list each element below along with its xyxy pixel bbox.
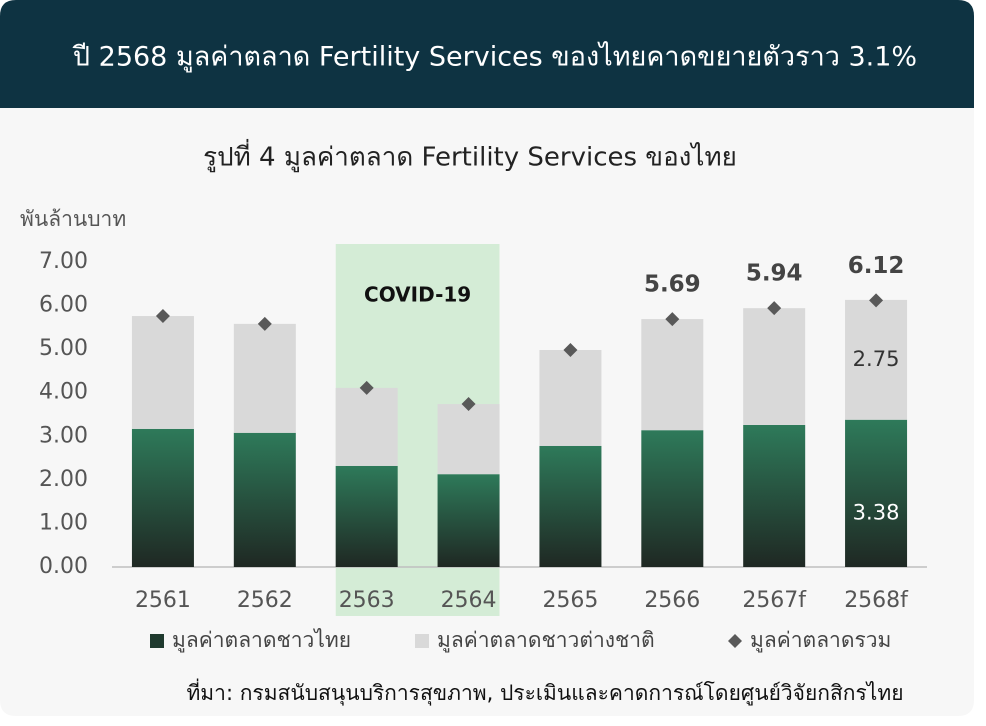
y-tick-label: 2.00 [39, 467, 88, 492]
bar-segment [845, 299, 908, 420]
bar-segment [539, 350, 602, 446]
bar-segment [437, 474, 500, 567]
x-tick-label: 2566 [644, 588, 700, 613]
y-tick-label: 3.00 [39, 423, 88, 448]
chart-title: รูปที่ 4 มูลค่าตลาด Fertility Services ข… [203, 139, 737, 173]
x-tick-label: 2561 [135, 588, 191, 613]
bar-segment [743, 424, 806, 567]
bar-segment [539, 445, 602, 567]
bar-segment [641, 430, 704, 567]
x-tick-label: 2565 [542, 588, 598, 613]
legend-swatch [150, 634, 164, 648]
highlight-label: COVID-19 [364, 283, 471, 307]
legend-label: มูลค่าตลาดรวม [750, 628, 891, 653]
total-marker [767, 301, 782, 316]
total-marker [563, 343, 578, 358]
header-bar [0, 0, 974, 108]
bar-segment [845, 419, 908, 567]
legend-marker [728, 634, 742, 648]
total-marker [155, 309, 170, 324]
bar-segment [131, 428, 194, 567]
bar-segment [233, 432, 296, 567]
total-label: 5.69 [644, 272, 701, 298]
y-tick-label: 0.00 [39, 554, 88, 579]
segment-label: 2.75 [853, 347, 900, 371]
x-tick-label: 2562 [237, 588, 293, 613]
y-tick-label: 7.00 [39, 249, 88, 274]
total-label: 5.94 [746, 261, 803, 287]
legend-label: มูลค่าตลาดชาวต่างชาติ [437, 628, 655, 653]
bar-segment [641, 319, 704, 431]
bar-segment [335, 387, 398, 466]
source: ที่มา: กรมสนับสนุนบริการสุขภาพ, ประเมินแ… [186, 678, 903, 706]
y-tick-label: 6.00 [39, 293, 88, 318]
segment-label: 3.38 [853, 500, 900, 524]
bar-segment [335, 465, 398, 567]
bar-segment [233, 323, 296, 433]
y-axis-label: พันล้านบาท [20, 207, 126, 231]
header-title: ปี 2568 มูลค่าตลาด Fertility Services ขอ… [72, 42, 917, 73]
total-marker [257, 316, 272, 331]
legend-swatch [415, 634, 429, 648]
total-marker [869, 293, 884, 308]
bar-segment [131, 316, 194, 429]
x-tick-label: 2564 [441, 588, 497, 613]
bar-segment [437, 404, 500, 475]
total-marker [461, 397, 476, 412]
y-tick-label: 1.00 [39, 510, 88, 535]
total-label: 6.12 [848, 253, 905, 279]
x-tick-label: 2568f [844, 588, 909, 613]
y-tick-label: 5.00 [39, 336, 88, 361]
legend-label: มูลค่าตลาดชาวไทย [172, 628, 351, 653]
total-marker [665, 312, 680, 327]
total-marker [359, 380, 374, 395]
y-tick-label: 4.00 [39, 380, 88, 405]
x-tick-label: 2563 [339, 588, 395, 613]
x-tick-label: 2567f [742, 588, 807, 613]
bar-segment [743, 308, 806, 425]
